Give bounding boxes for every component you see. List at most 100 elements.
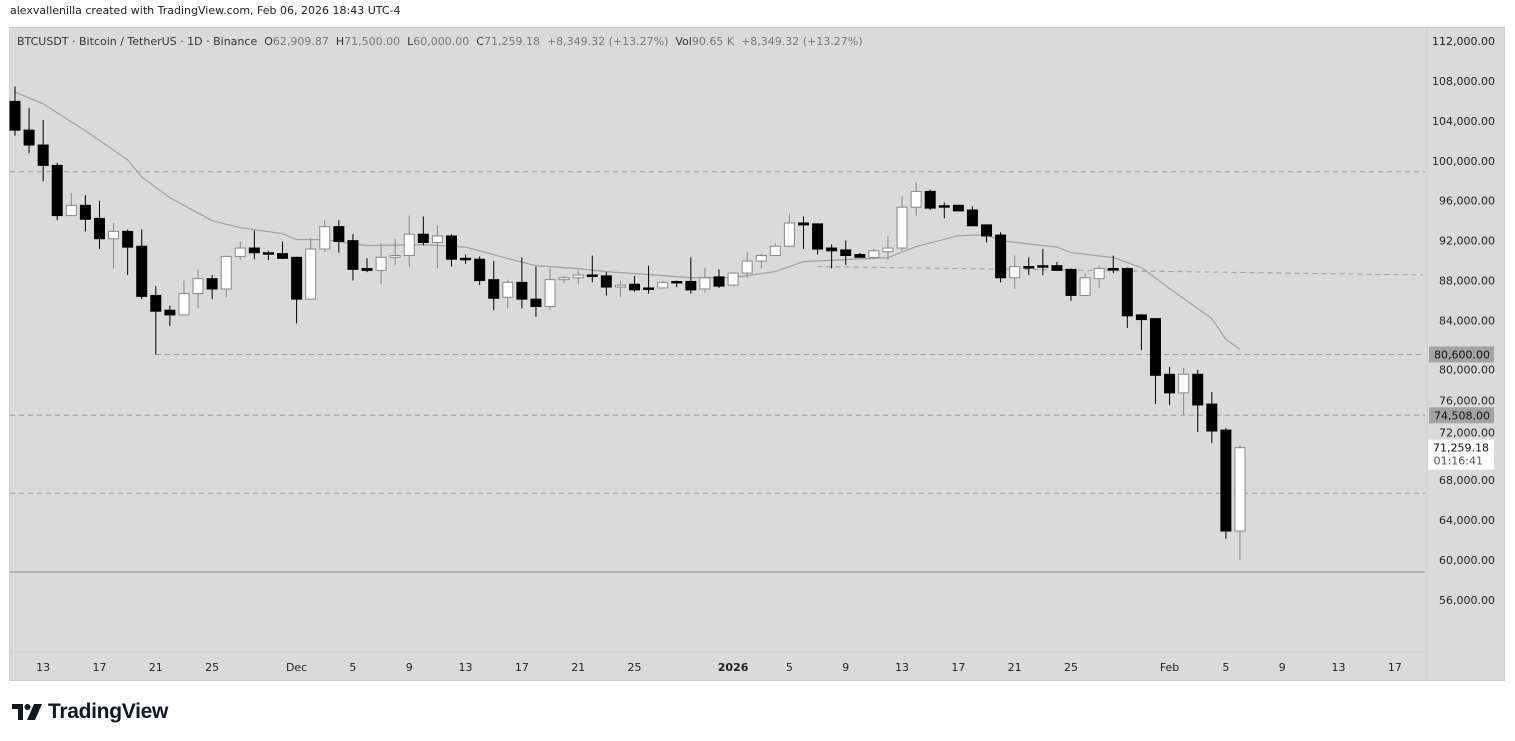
candle-up[interactable] <box>192 269 204 309</box>
candle-down[interactable] <box>1206 391 1218 444</box>
candle-up[interactable] <box>572 270 584 285</box>
candle-up[interactable] <box>741 251 753 278</box>
candle-up[interactable] <box>502 279 514 309</box>
candle-body <box>1164 373 1176 394</box>
candle-down[interactable] <box>1107 255 1119 274</box>
candle-up[interactable] <box>375 243 387 285</box>
candle-down[interactable] <box>417 216 429 246</box>
candle-down[interactable] <box>9 86 21 136</box>
candle-down[interactable] <box>586 255 598 283</box>
candle-down[interactable] <box>474 256 486 286</box>
candle-up[interactable] <box>699 267 711 293</box>
candle-down[interactable] <box>840 240 852 265</box>
candle-down[interactable] <box>445 234 457 267</box>
candle-down[interactable] <box>291 256 303 324</box>
candle-up[interactable] <box>1234 445 1246 561</box>
candle-up[interactable] <box>868 249 880 260</box>
y-tick-label: 104,000.00 <box>1432 115 1495 128</box>
candle-down[interactable] <box>150 286 162 355</box>
trend-line[interactable] <box>817 266 1424 276</box>
candle-down[interactable] <box>797 216 809 250</box>
candle-down[interactable] <box>277 241 289 260</box>
candle-up[interactable] <box>727 272 739 286</box>
candle-body <box>93 217 105 240</box>
candle-down[interactable] <box>643 265 655 294</box>
candle-up[interactable] <box>783 213 795 247</box>
candle-up[interactable] <box>769 243 781 257</box>
candle-down[interactable] <box>854 252 866 258</box>
candle-up[interactable] <box>544 267 556 311</box>
candle-down[interactable] <box>952 204 964 212</box>
candle-down[interactable] <box>1220 428 1232 539</box>
candle-up[interactable] <box>108 222 120 269</box>
candle-up[interactable] <box>882 235 894 261</box>
candle-down[interactable] <box>37 119 49 182</box>
candle-up[interactable] <box>403 215 415 267</box>
candle-down[interactable] <box>1037 249 1049 275</box>
x-tick-label: 17 <box>515 661 529 674</box>
candle-down[interactable] <box>93 200 105 250</box>
candle-down[interactable] <box>924 189 936 210</box>
candle-up[interactable] <box>755 253 767 269</box>
candle-body <box>122 230 134 248</box>
candle-down[interactable] <box>51 162 63 221</box>
candle-down[interactable] <box>530 266 542 317</box>
candle-down[interactable] <box>164 305 176 327</box>
candle-up[interactable] <box>1009 255 1021 289</box>
candle-down[interactable] <box>23 107 35 154</box>
candle-down[interactable] <box>79 195 91 232</box>
candle-down[interactable] <box>1192 369 1204 432</box>
candle-up[interactable] <box>896 196 908 251</box>
candle-down[interactable] <box>347 234 359 281</box>
candle-down[interactable] <box>516 257 528 309</box>
candle-down[interactable] <box>1135 314 1147 351</box>
candle-down[interactable] <box>938 202 950 219</box>
candle-up[interactable] <box>389 238 401 266</box>
candle-down[interactable] <box>136 229 148 300</box>
candle-down[interactable] <box>1164 366 1176 405</box>
candle-down[interactable] <box>685 257 697 294</box>
candle-up[interactable] <box>305 237 317 300</box>
candle-down[interactable] <box>600 272 612 296</box>
y-tick-label: 100,000.00 <box>1432 155 1495 168</box>
candle-down[interactable] <box>460 254 472 264</box>
candle-down[interactable] <box>206 274 218 300</box>
candle-down[interactable] <box>629 275 641 292</box>
candle-up[interactable] <box>65 193 77 217</box>
candle-up[interactable] <box>910 182 922 216</box>
candle-down[interactable] <box>333 220 345 253</box>
candle-up[interactable] <box>319 220 331 252</box>
candle-up[interactable] <box>178 280 190 316</box>
candle-down[interactable] <box>248 230 260 260</box>
candle-down[interactable] <box>812 223 824 255</box>
candle-down[interactable] <box>981 224 993 243</box>
candle-down[interactable] <box>1149 318 1161 405</box>
symbol-name[interactable]: BTCUSDT · Bitcoin / TetherUS · 1D · Bina… <box>17 35 258 48</box>
candle-up[interactable] <box>234 241 246 261</box>
candle-down[interactable] <box>1065 268 1077 301</box>
candle-down[interactable] <box>122 229 134 275</box>
y-tick-label: 92,000.00 <box>1439 235 1495 248</box>
candle-down[interactable] <box>1121 267 1133 328</box>
tradingview-logo[interactable]: TradingView <box>12 700 168 724</box>
candle-up[interactable] <box>1093 265 1105 288</box>
candle-down[interactable] <box>361 258 373 273</box>
candle-down[interactable] <box>995 232 1007 283</box>
candle-down[interactable] <box>966 206 978 227</box>
candle-up[interactable] <box>657 281 669 289</box>
candle-up[interactable] <box>431 225 443 269</box>
candle-down[interactable] <box>1023 257 1035 275</box>
candle-down[interactable] <box>262 250 274 261</box>
candle-up[interactable] <box>558 275 570 284</box>
candle-up[interactable] <box>1079 273 1091 297</box>
candle-up[interactable] <box>614 280 626 298</box>
candle-down[interactable] <box>713 269 725 288</box>
candle-down[interactable] <box>488 261 500 311</box>
candle-up[interactable] <box>220 255 232 298</box>
candle-up[interactable] <box>1178 367 1190 416</box>
candle-body <box>1220 429 1232 532</box>
candle-down[interactable] <box>826 244 838 269</box>
candle-down[interactable] <box>1051 262 1063 271</box>
candle-down[interactable] <box>671 280 683 288</box>
